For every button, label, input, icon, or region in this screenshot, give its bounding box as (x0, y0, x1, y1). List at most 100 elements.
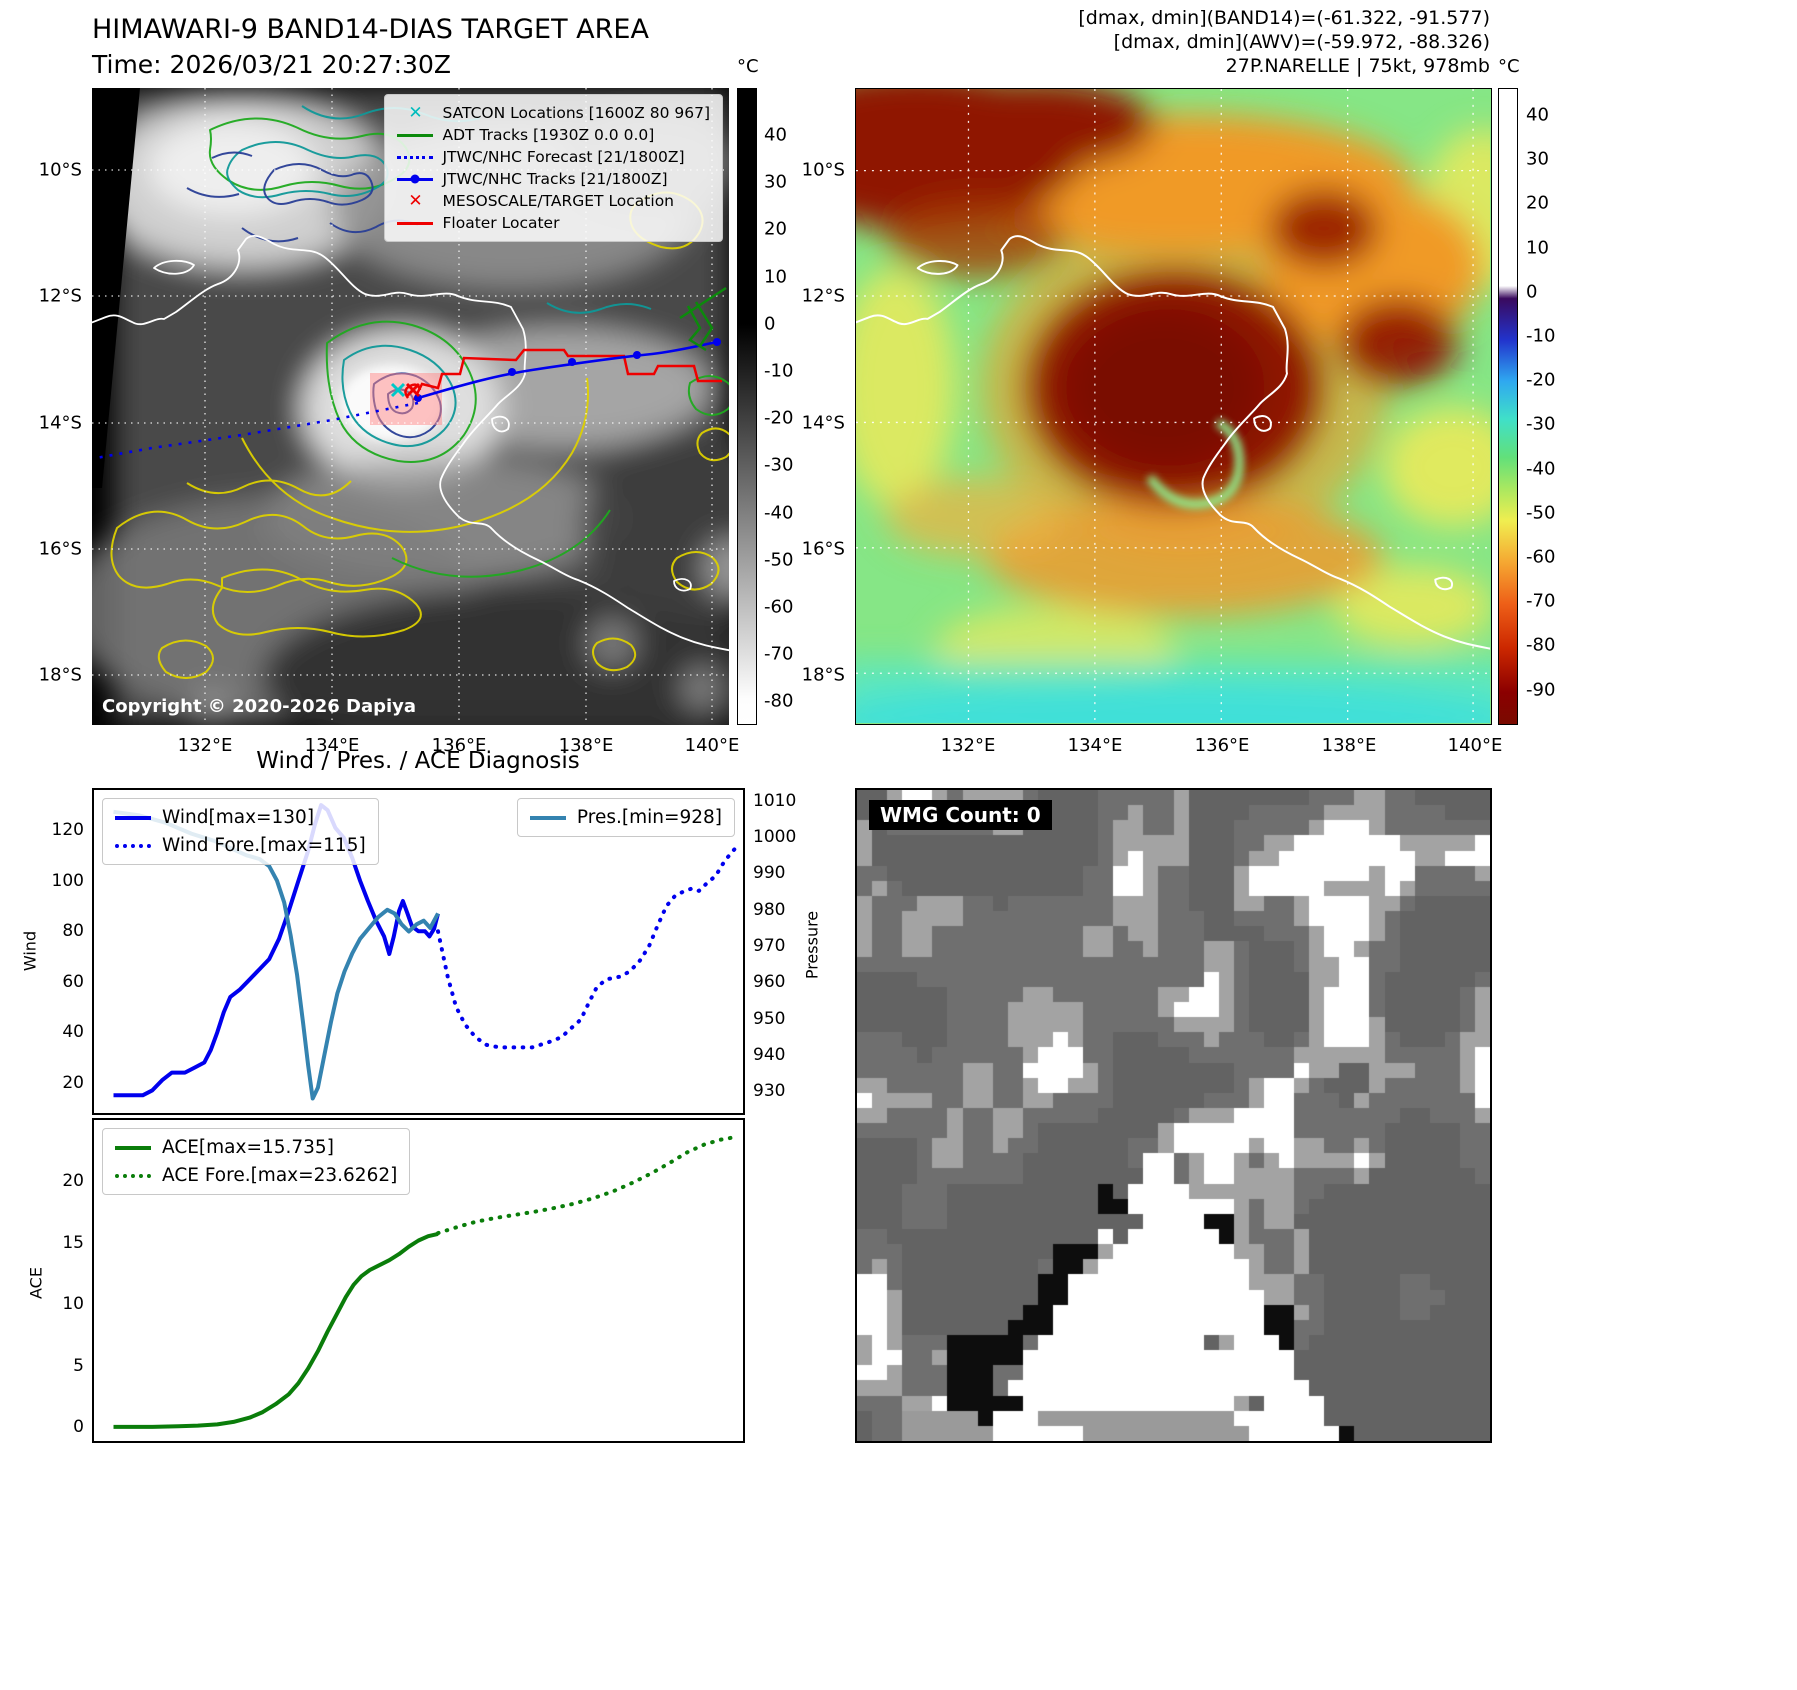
wind-ytick: 60 (62, 971, 84, 992)
awv-colorbar-tick: 20 (1526, 192, 1549, 214)
pressure-ytick: 970 (753, 936, 786, 957)
pressure-ytick: 1010 (753, 790, 797, 811)
lat-tick: 18°S (801, 664, 845, 686)
pressure-ytick: 930 (753, 1081, 786, 1102)
wind-pressure-chart: Wind[max=130] Wind Fore.[max=115] Pres.[m… (92, 788, 745, 1115)
lon-tick: 134°E (304, 735, 360, 756)
coastline (851, 235, 1495, 651)
awv-colorbar-tick: 0 (1526, 281, 1538, 303)
wmg-panel: WMG Count: 0 (855, 788, 1492, 1443)
band14-colorbar-tick: 40 (764, 124, 787, 146)
legend-item: ACE[max=15.735] (115, 1137, 397, 1158)
legend-label: Wind[max=130] (162, 807, 315, 828)
series-line (436, 841, 742, 1050)
ace-axis-label: ACE (26, 1267, 46, 1299)
legend-label: Floater Locater (442, 214, 560, 232)
dotted-line-icon (115, 839, 151, 853)
pressure-ytick: 1000 (753, 827, 797, 848)
eye-green-band (1145, 418, 1244, 509)
dotted-line-icon (397, 150, 434, 164)
pressure-ytick: 960 (753, 972, 786, 993)
legend-item: ACE Fore.[max=23.6262] (115, 1165, 397, 1186)
awv-colorbar-tick: -50 (1526, 502, 1556, 524)
target-area-box (370, 373, 442, 425)
x-marker-icon: ✕ (408, 103, 423, 123)
diagnosis-title: Wind / Pres. / ACE Diagnosis (256, 748, 580, 774)
legend-item: ✕ MESOSCALE/TARGET Location (397, 192, 710, 210)
dmax-dmin-band14: [dmax, dmin](BAND14)=(-61.322, -91.577) (1078, 7, 1490, 29)
satcon-x-marker (390, 382, 406, 398)
awv-colorbar-tick: 10 (1526, 237, 1549, 259)
awv-header: [dmax, dmin](BAND14)=(-61.322, -91.577) … (998, 6, 1490, 78)
storm-name-intensity: 27P.NARELLE | 75kt, 978mb (1225, 55, 1490, 77)
series-line (436, 1134, 739, 1236)
swath-edge (92, 88, 140, 488)
awv-map (746, 69, 1543, 761)
legend-item: Wind Fore.[max=115] (115, 835, 366, 856)
ace-ytick: 20 (62, 1171, 84, 1192)
awv-colorbar-tick: -90 (1526, 679, 1556, 701)
jtwc-track-points (414, 338, 721, 402)
dmax-dmin-awv: [dmax, dmin](AWV)=(-59.972, -88.326) (1113, 31, 1490, 53)
ace-ytick: 0 (73, 1417, 84, 1438)
legend-label: JTWC/NHC Tracks [21/1800Z] (442, 170, 668, 188)
awv-colorbar-tick: -40 (1526, 458, 1556, 480)
lon-tick: 132°E (940, 735, 996, 756)
lon-tick: 140°E (1447, 735, 1503, 756)
line-icon (529, 811, 566, 825)
ace-plot (113, 1134, 739, 1429)
band14-colorbar-tick: 30 (764, 171, 787, 193)
lat-tick: 18°S (38, 664, 82, 686)
mesoscale-x-marker (405, 382, 421, 398)
ace-legend: ACE[max=15.735] ACE Fore.[max=23.6262] (102, 1128, 411, 1195)
lon-tick: 138°E (558, 735, 614, 756)
legend-item: Floater Locater (397, 214, 710, 232)
band14-legend: ✕ SATCON Locations [1600Z 80 967] ADT Trac… (384, 94, 723, 242)
band14-colorbar-tick: -70 (764, 643, 794, 665)
legend-item: Wind[max=130] (115, 807, 366, 828)
awv-colorbar-tick: 40 (1526, 104, 1549, 126)
band14-colorbar-tick: 20 (764, 218, 787, 240)
coastline (87, 235, 734, 652)
wind-ytick: 20 (62, 1072, 84, 1093)
lat-tick: 14°S (38, 412, 82, 434)
pressure-ytick: 980 (753, 899, 786, 920)
ace-ytick: 10 (62, 1294, 84, 1315)
wmg-count-badge: WMG Count: 0 (869, 800, 1052, 830)
wind-ytick: 40 (62, 1022, 84, 1043)
wind-axis-label: Wind (20, 930, 40, 972)
band14-colorbar-tick: -30 (764, 454, 794, 476)
track-dot-icon (410, 174, 420, 184)
legend-label: Pres.[min=928] (576, 807, 722, 828)
pressure-ytick: 950 (753, 1008, 786, 1029)
line-icon (115, 811, 151, 825)
pressure-ytick: 990 (753, 863, 786, 884)
line-icon (397, 128, 434, 142)
line-icon (397, 172, 434, 186)
wind-legend: Wind[max=130] Wind Fore.[max=115] (102, 798, 379, 865)
series-line (113, 1231, 439, 1429)
jtwc-track (417, 340, 718, 400)
band14-title: HIMAWARI-9 BAND14-DIAS TARGET AREA (92, 14, 649, 45)
band14-time: Time: 2026/03/21 20:27:30Z (92, 50, 451, 79)
lon-tick: 134°E (1067, 735, 1123, 756)
band14-colorbar (737, 88, 757, 725)
lon-tick: 136°E (431, 735, 487, 756)
band14-colorbar-tick: -60 (764, 596, 794, 618)
awv-colorbar-tick: 30 (1526, 148, 1549, 170)
legend-label: JTWC/NHC Forecast [21/1800Z] (442, 148, 685, 166)
ace-chart: ACE[max=15.735] ACE Fore.[max=23.6262] (92, 1118, 745, 1443)
wind-ytick: 120 (51, 820, 84, 841)
legend-item: JTWC/NHC Tracks [21/1800Z] (397, 170, 710, 188)
ace-ytick: 5 (73, 1355, 84, 1376)
ace-ytick: 15 (62, 1232, 84, 1253)
line-icon (397, 216, 434, 230)
awv-colorbar-tick: -30 (1526, 413, 1556, 435)
awv-colorbar-tick: -70 (1526, 590, 1556, 612)
band14-colorbar-tick: -80 (764, 690, 794, 712)
lat-tick: 10°S (801, 159, 845, 181)
wind-ytick: 80 (62, 921, 84, 942)
legend-item: Pres.[min=928] (529, 807, 722, 828)
awv-colorbar-unit: °C (1498, 56, 1520, 77)
